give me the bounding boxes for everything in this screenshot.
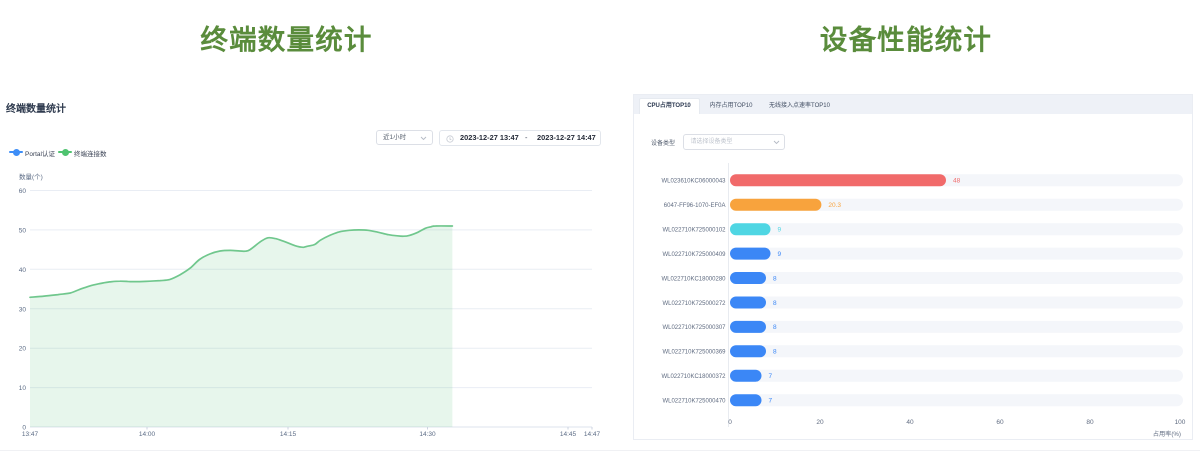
svg-text:WL022710K725000409: WL022710K725000409	[662, 252, 726, 258]
svg-text:14:15: 14:15	[280, 431, 297, 438]
svg-text:100: 100	[1175, 419, 1186, 426]
svg-text:40: 40	[906, 419, 914, 426]
svg-text:6047-FF96-1070-EF0A: 6047-FF96-1070-EF0A	[664, 203, 726, 209]
svg-text:0: 0	[728, 419, 732, 426]
svg-text:WL022710KC18000280: WL022710KC18000280	[661, 276, 726, 282]
svg-text:60: 60	[996, 419, 1004, 426]
svg-text:14:30: 14:30	[419, 431, 436, 438]
svg-text:48: 48	[953, 178, 961, 185]
svg-text:8: 8	[773, 324, 777, 331]
svg-text:8: 8	[773, 300, 777, 307]
svg-text:9: 9	[778, 251, 782, 258]
svg-text:WL022710K725000272: WL022710K725000272	[662, 301, 726, 307]
svg-text:WL022710K725000307: WL022710K725000307	[662, 325, 726, 331]
svg-text:20.3: 20.3	[828, 202, 841, 209]
svg-text:14:00: 14:00	[139, 431, 156, 438]
svg-text:数量(个): 数量(个)	[19, 172, 43, 181]
svg-text:WL022710KC18000372: WL022710KC18000372	[661, 374, 726, 380]
svg-text:30: 30	[19, 306, 27, 313]
svg-text:7: 7	[769, 373, 773, 380]
svg-text:7: 7	[769, 398, 773, 405]
svg-text:8: 8	[773, 275, 777, 282]
svg-text:20: 20	[816, 419, 824, 426]
svg-text:WL022710K725000470: WL022710K725000470	[662, 399, 726, 405]
svg-text:14:45: 14:45	[560, 431, 577, 438]
svg-text:20: 20	[19, 346, 27, 353]
svg-text:WL022710K725000369: WL022710K725000369	[662, 350, 726, 356]
svg-text:60: 60	[19, 188, 27, 195]
svg-text:9: 9	[778, 227, 782, 234]
svg-text:WL023610KC06000043: WL023610KC06000043	[661, 179, 726, 185]
svg-text:10: 10	[19, 385, 27, 392]
svg-text:8: 8	[773, 349, 777, 356]
svg-text:14:47: 14:47	[584, 431, 601, 438]
svg-text:80: 80	[1086, 419, 1094, 426]
svg-text:40: 40	[19, 267, 27, 274]
svg-text:13:47: 13:47	[22, 431, 39, 438]
svg-text:50: 50	[19, 227, 27, 234]
svg-text:占用率(%): 占用率(%)	[1153, 430, 1181, 438]
svg-text:0: 0	[22, 425, 26, 432]
svg-text:WL022710K725000102: WL022710K725000102	[662, 228, 726, 234]
